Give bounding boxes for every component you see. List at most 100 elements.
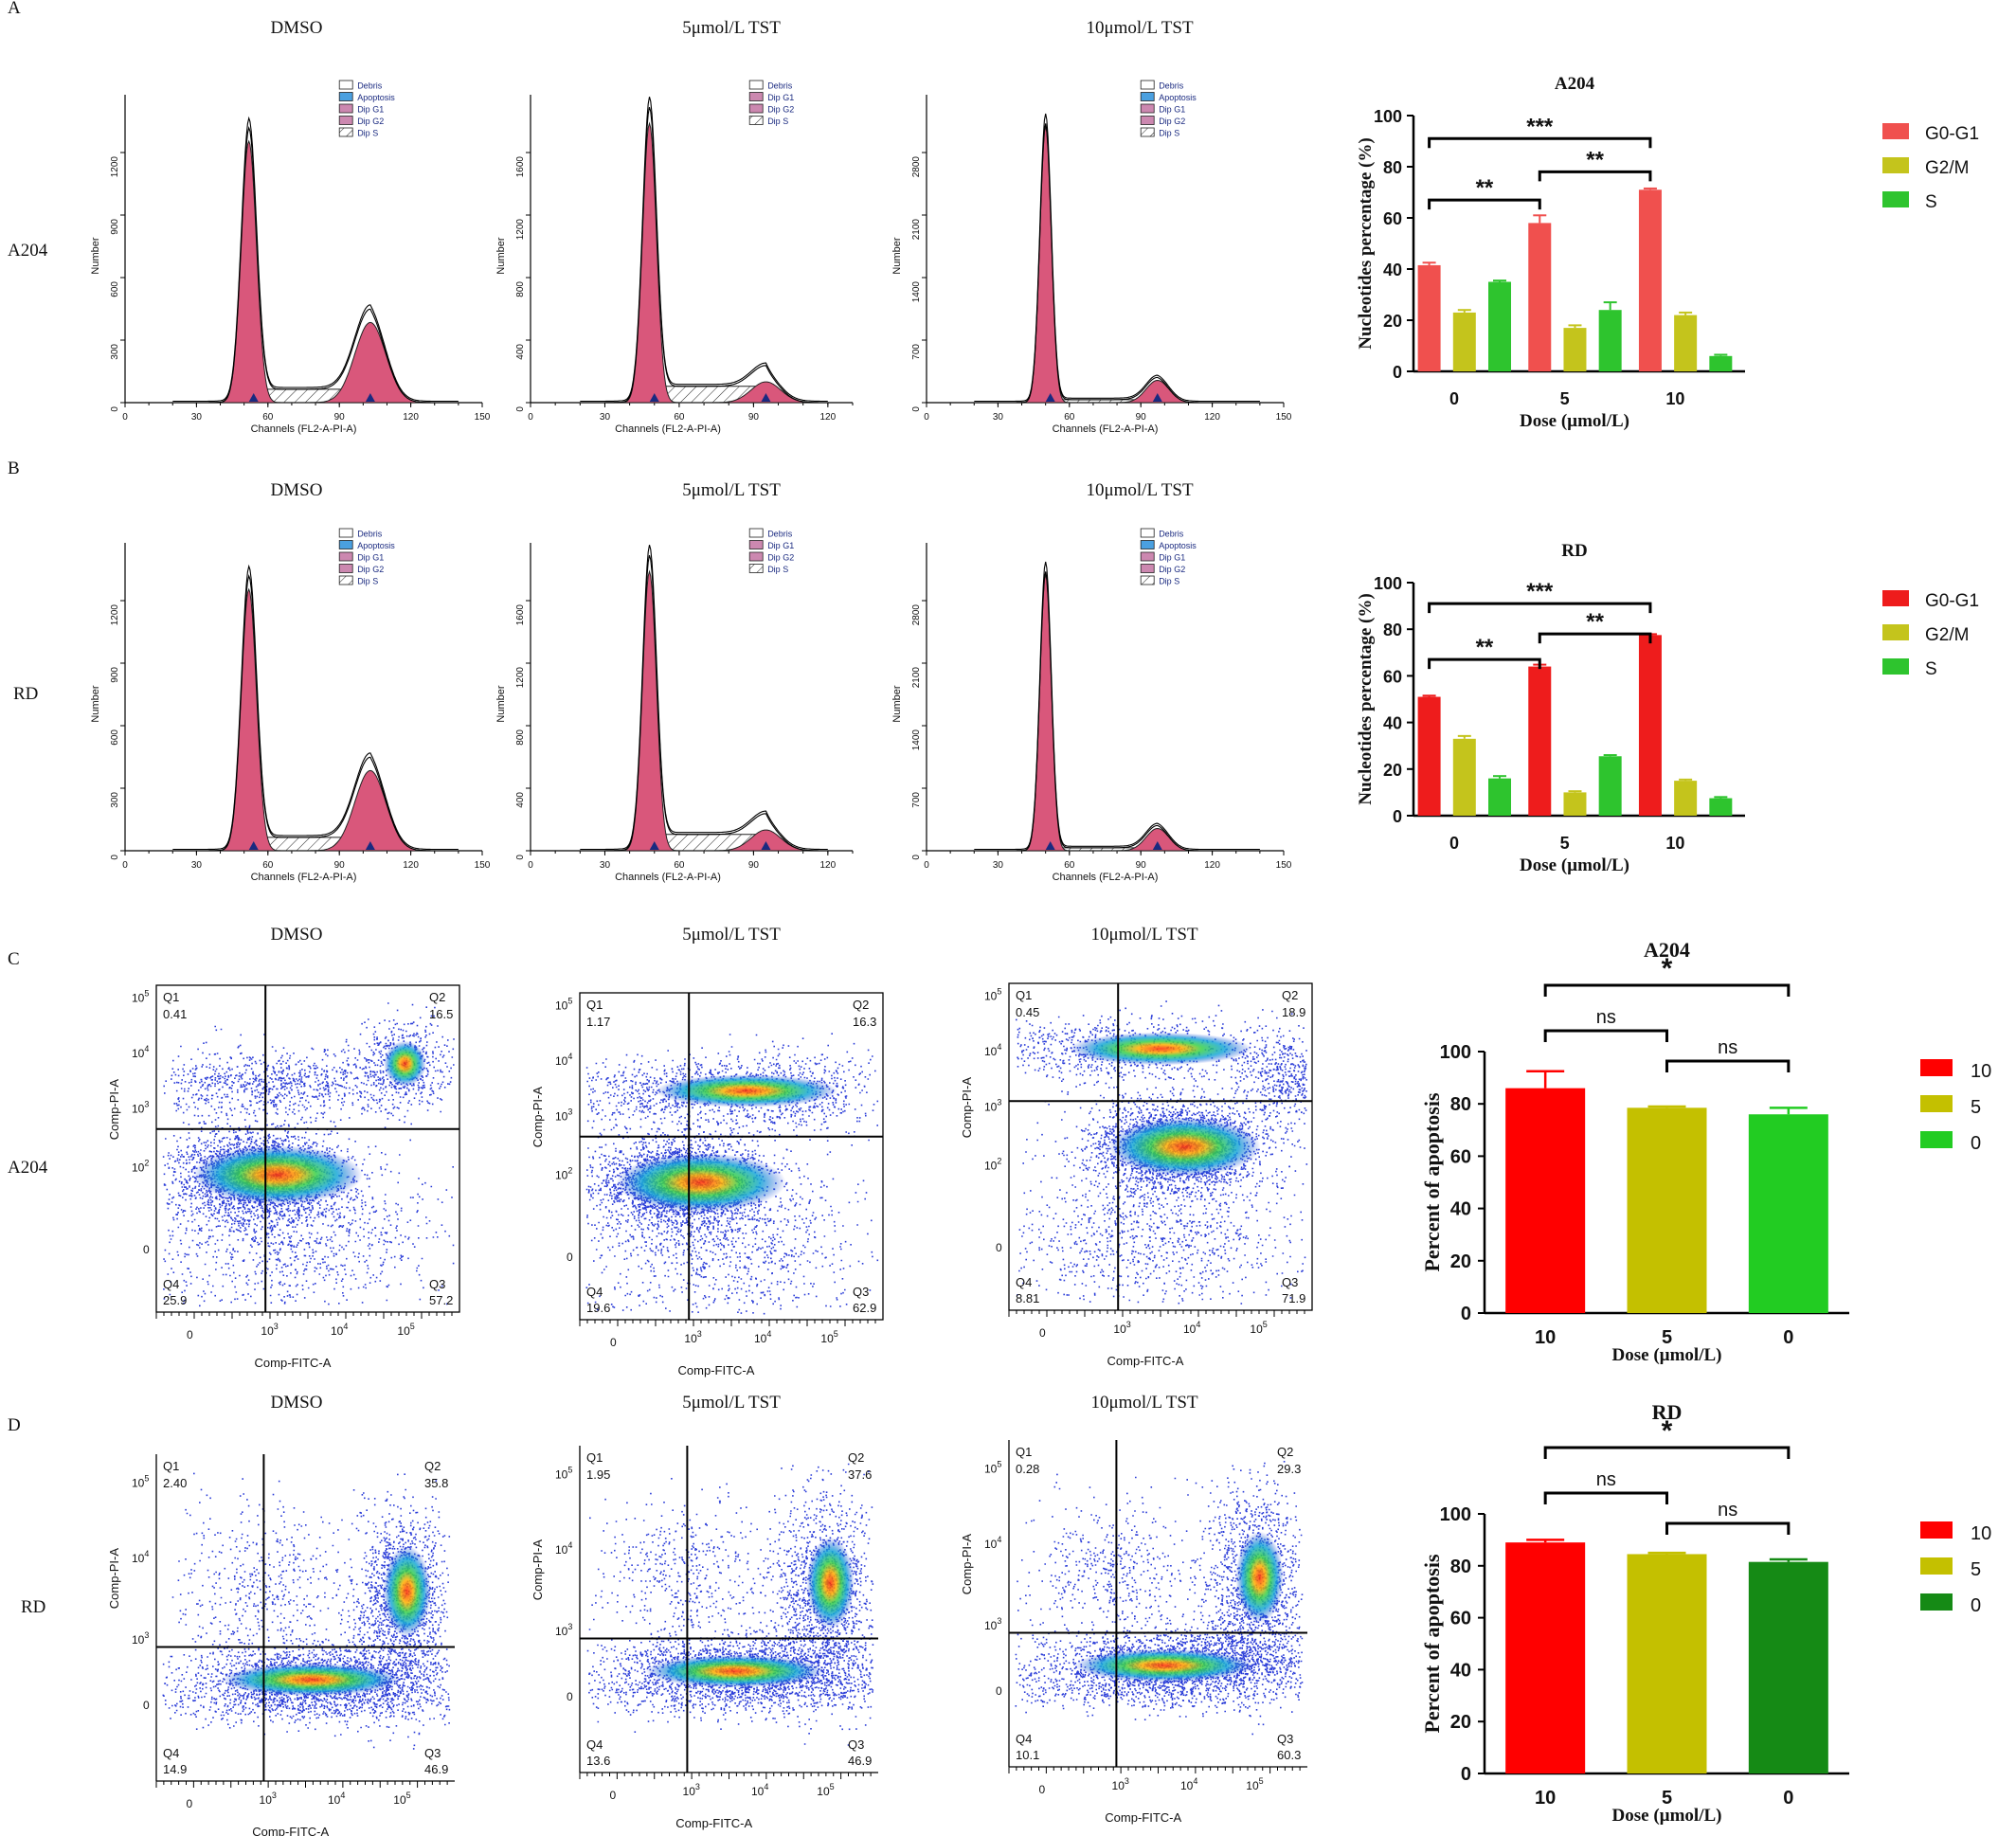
- y-tick-label: 100: [1374, 574, 1402, 593]
- x-tick-label: 120: [820, 412, 837, 423]
- density-core: [656, 1074, 837, 1107]
- bar-G0-G1: [1638, 635, 1662, 816]
- y-tick-label: 104: [984, 1042, 1001, 1058]
- legend-entry: Debris: [1159, 530, 1184, 539]
- quadrant-label: Q3: [424, 1746, 441, 1760]
- legend-swatch: [748, 92, 764, 101]
- y-tick-label: 0: [567, 1690, 573, 1703]
- x-tick-label: 0: [187, 1328, 193, 1341]
- significance-bracket: [1428, 602, 1652, 614]
- x-tick-label: 0: [187, 1797, 193, 1810]
- y-tick-label: 102: [555, 1166, 572, 1182]
- legend-entry: Dip G1: [357, 105, 384, 115]
- y-tick-label: 60: [1450, 1146, 1471, 1167]
- y-tick-label: 104: [555, 1052, 572, 1068]
- x-tick-label: 60: [1064, 860, 1075, 871]
- x-axis-label: Comp-FITC-A: [1107, 1354, 1184, 1368]
- legend-entry: Dip G2: [1159, 565, 1185, 574]
- significance-label: ns: [1718, 1037, 1737, 1058]
- y-tick-label: 103: [132, 1100, 149, 1116]
- legend-swatch: [338, 575, 353, 585]
- peak-marker-triangle: [649, 841, 659, 850]
- y-tick-label: 0: [911, 406, 922, 412]
- x-tick-label: 104: [328, 1791, 345, 1807]
- y-axis-label: Comp-PI-A: [960, 1534, 974, 1595]
- x-tick-label: 90: [1136, 412, 1147, 423]
- legend-entry: Debris: [357, 530, 383, 539]
- peak-marker-triangle: [649, 393, 659, 402]
- peak-marker-triangle: [1045, 393, 1055, 402]
- legend-entry: Dip S: [767, 565, 788, 574]
- significance-label: *: [1662, 953, 1673, 984]
- y-tick-label: 0: [567, 1251, 573, 1264]
- x-tick-label: 104: [1183, 1320, 1200, 1336]
- legend-entry: Debris: [767, 81, 793, 91]
- y-tick-label: 700: [911, 792, 922, 808]
- x-axis-label: Channels (FL2-A-PI-A): [251, 872, 357, 883]
- legend-swatch: [1140, 575, 1155, 585]
- treatment-title: 10μmol/L TST: [1090, 1393, 1198, 1413]
- row-label-C: A204: [8, 1158, 48, 1178]
- legend-entry: Dip G2: [1159, 117, 1185, 126]
- x-tick-label: 0: [122, 860, 128, 871]
- y-axis-label: Comp-PI-A: [107, 1548, 121, 1610]
- y-tick-label: 0: [143, 1243, 150, 1256]
- histogram-panel: 0 30 60 90 120 150 0 700 1400 2100 2800 Channels (F…: [891, 528, 1292, 883]
- flow-plot-panel: Q1 2.40 Q2 35.8 Q3 46.9 Q4 14.9 105 104 103 0 103 104…: [107, 1454, 455, 1836]
- total-fit-curve: [580, 97, 828, 403]
- y-tick-label: 800: [515, 281, 526, 297]
- flow-plot-panel: Q1 0.45 Q2 18.9 Q3 71.9 Q4 8.81 105 104 103 102 0 103…: [960, 982, 1313, 1368]
- y-tick-label: 80: [1450, 1557, 1471, 1577]
- y-tick-label: 20: [1450, 1251, 1471, 1272]
- significance-label: **: [1586, 147, 1604, 172]
- significance-label: **: [1476, 635, 1494, 660]
- x-tick-label: 103: [261, 1322, 278, 1338]
- x-axis-label: Dose (µmol/L): [1612, 1806, 1722, 1826]
- significance-label: **: [1476, 175, 1494, 201]
- panel-letter-A: A: [8, 0, 21, 18]
- y-tick-label: 60: [1383, 667, 1402, 686]
- treatment-title: 10μmol/L TST: [1086, 18, 1194, 38]
- legend-entry: S: [1925, 659, 1937, 679]
- y-tick-label: 103: [984, 1098, 1001, 1114]
- density-core: [1235, 1531, 1284, 1624]
- legend-swatch: [1140, 551, 1155, 562]
- x-tick-label: 150: [475, 412, 491, 423]
- quadrant-label: Q4: [586, 1285, 603, 1299]
- chart-title: A204: [1555, 74, 1595, 94]
- y-tick-label: 104: [132, 1549, 149, 1565]
- y-tick-label: 900: [110, 667, 120, 683]
- bar-G0-G1: [1528, 666, 1552, 816]
- legend-swatch: [748, 116, 764, 125]
- quadrant-value: 0.28: [1016, 1462, 1039, 1476]
- significance-bracket: [1665, 1521, 1791, 1535]
- y-tick-label: 100: [1374, 107, 1402, 126]
- quadrant-label: Q2: [1277, 1445, 1293, 1459]
- quadrant-label: Q4: [1016, 1732, 1032, 1746]
- legend-swatch: [1140, 564, 1155, 573]
- bar-G2/M: [1563, 328, 1587, 371]
- bar-G2/M: [1452, 312, 1476, 371]
- legend-entry: G0-G1: [1925, 591, 1979, 611]
- y-tick-label: 0: [110, 406, 120, 412]
- x-tick-label: 5: [1560, 389, 1570, 408]
- y-tick-label: 104: [555, 1540, 572, 1557]
- y-tick-label: 102: [984, 1157, 1001, 1173]
- y-tick-label: 0: [515, 406, 526, 412]
- y-tick-label: 2100: [911, 219, 922, 241]
- y-tick-label: 1400: [911, 729, 922, 751]
- x-tick-label: 120: [1204, 860, 1220, 871]
- legend-swatch: [1140, 80, 1155, 90]
- quadrant-value: 1.17: [586, 1015, 610, 1029]
- y-axis-label: Nucleotides percentage (%): [1356, 137, 1376, 349]
- y-tick-label: 40: [1383, 261, 1402, 279]
- y-axis-label: Comp-PI-A: [960, 1077, 974, 1139]
- legend-entry: 5: [1971, 1559, 1981, 1580]
- significance-bracket: [1665, 1059, 1791, 1072]
- histogram-panel: 0 30 60 90 120 150 0 300 600 900 1200 Channels (FL2…: [90, 528, 491, 883]
- quadrant-value: 0.45: [1016, 1005, 1039, 1019]
- y-tick-label: 105: [984, 986, 1001, 1002]
- y-tick-label: 600: [110, 729, 120, 746]
